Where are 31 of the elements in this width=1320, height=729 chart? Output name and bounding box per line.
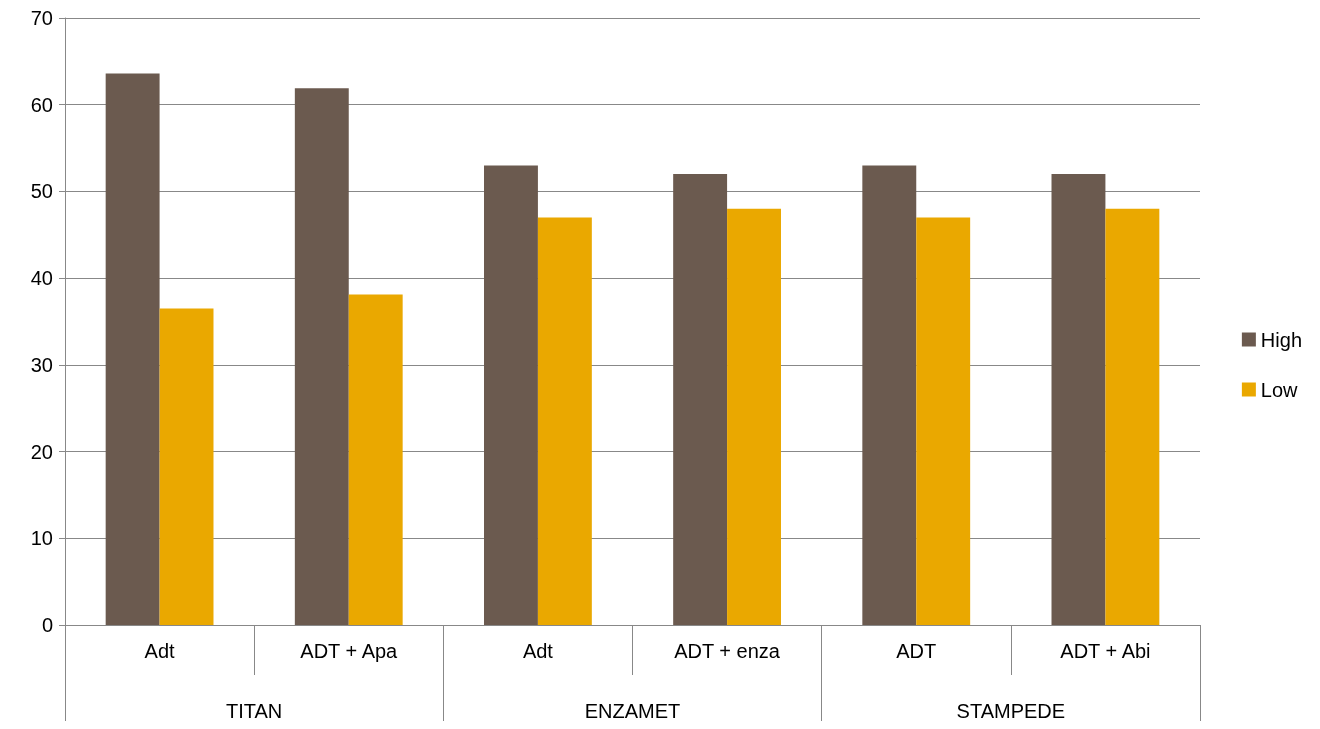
x-tick-label: ADT + Apa xyxy=(300,640,399,662)
bar xyxy=(727,208,781,625)
bar xyxy=(484,165,538,625)
x-tick-label: Adt xyxy=(522,640,554,662)
y-tick-label: 70 xyxy=(30,7,53,29)
bar xyxy=(348,294,403,625)
bar xyxy=(105,73,160,625)
bar xyxy=(1105,208,1160,625)
x-tick-label: ADT + enza xyxy=(674,640,781,662)
y-tick-label: 60 xyxy=(30,93,53,116)
y-tick-label: 0 xyxy=(41,614,53,636)
y-tick-label: 50 xyxy=(30,180,53,203)
text: ENZAMET xyxy=(584,700,681,722)
bar xyxy=(673,174,728,625)
x-tick-label: ADT xyxy=(896,640,937,662)
legend-label: High xyxy=(1260,328,1303,351)
y-tick-label: 40 xyxy=(30,267,53,290)
text: TITAN xyxy=(226,700,283,722)
text: STAMPEDE xyxy=(956,700,1066,722)
bar xyxy=(916,217,971,625)
bar xyxy=(294,88,349,625)
x-tick-label: ADT + Abi xyxy=(1060,640,1151,662)
y-tick-label: 10 xyxy=(30,527,53,550)
y-tick-label: 30 xyxy=(30,353,53,376)
y-tick-label: 20 xyxy=(30,440,53,463)
bar xyxy=(537,217,592,625)
x-tick-label: Adt xyxy=(144,640,176,662)
bar xyxy=(1051,174,1106,625)
bar xyxy=(862,165,917,625)
legend-label: Low xyxy=(1260,378,1299,401)
bar xyxy=(159,308,214,625)
